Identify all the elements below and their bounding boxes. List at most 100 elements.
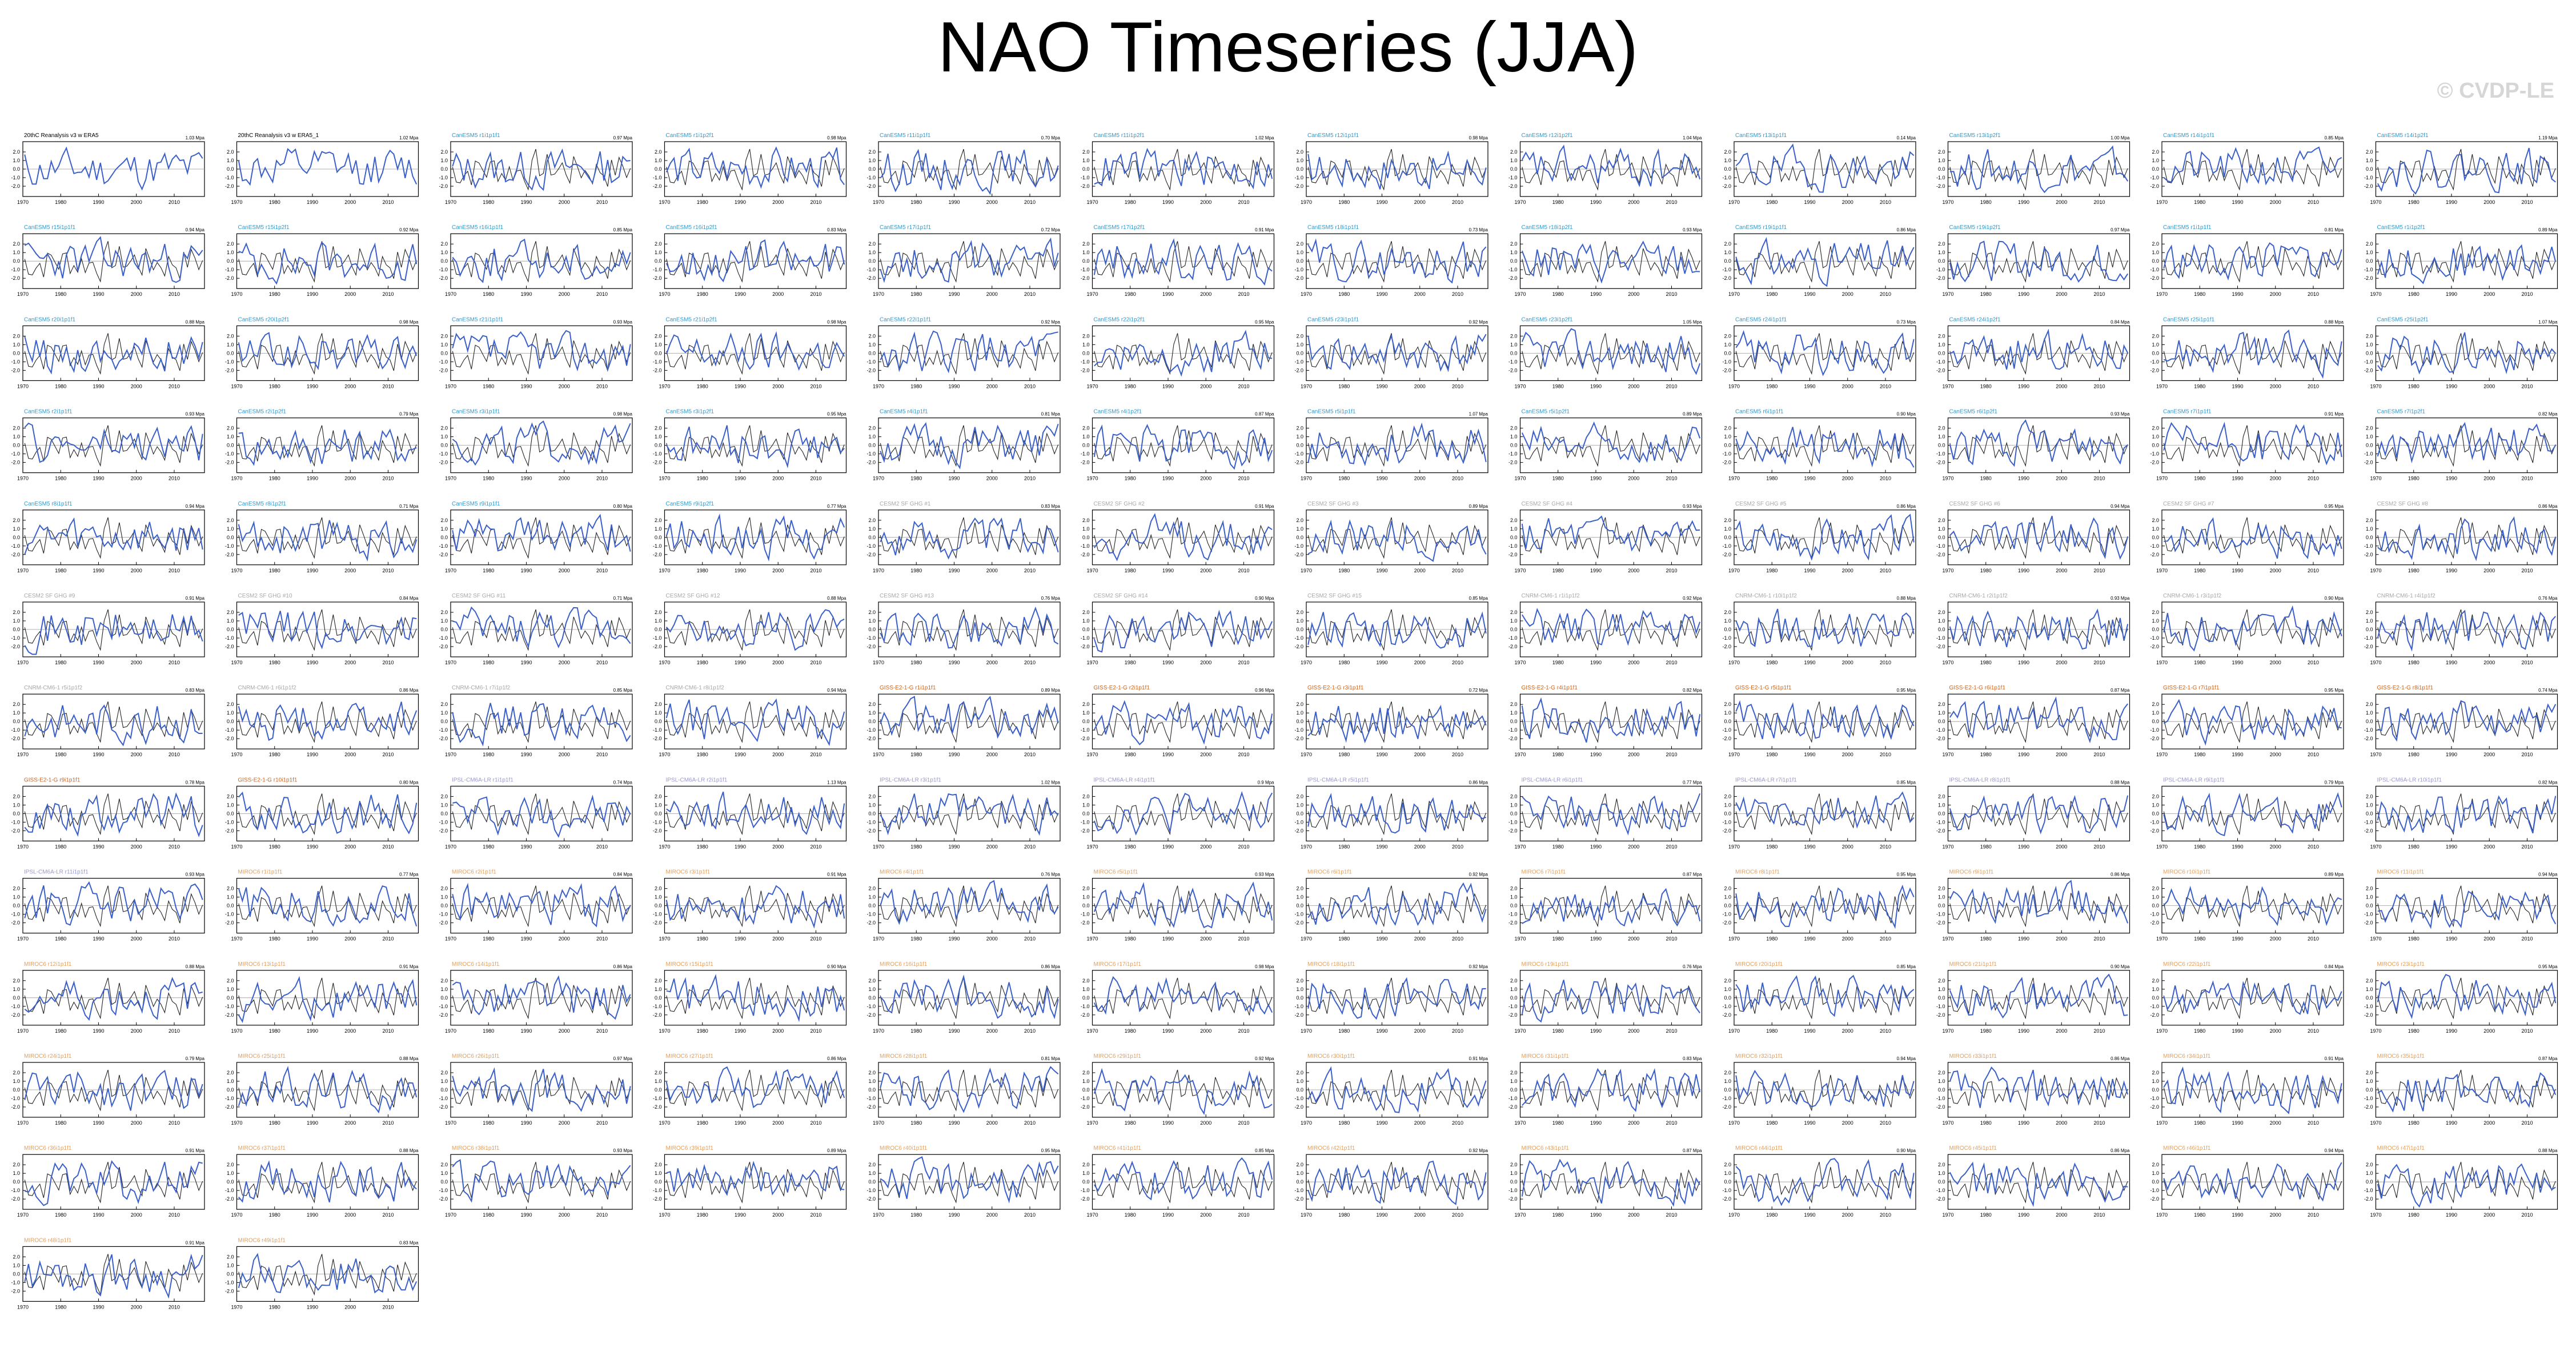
y-tick-label: -1.0 (1081, 819, 1090, 825)
x-tick-label: 1990 (948, 936, 960, 942)
y-tick-label: 2.0 (440, 241, 448, 247)
y-tick-label: 2.0 (655, 701, 662, 707)
panel-stat: 0.92 Mpa (1469, 1148, 1488, 1153)
x-tick-label: 1990 (93, 199, 104, 205)
y-tick-label: -2.0 (1936, 1104, 1945, 1110)
x-tick-label: 1980 (910, 1028, 922, 1034)
model-series-line (1521, 240, 1700, 284)
x-tick-label: 1980 (2408, 1120, 2419, 1126)
x-tick-label: 1990 (520, 1028, 532, 1034)
x-tick-label: 1990 (93, 936, 104, 942)
model-series-line (2377, 244, 2557, 284)
obs-series-line (880, 149, 1059, 191)
x-tick-label: 1970 (2156, 383, 2168, 389)
model-series-line (1307, 977, 1486, 1020)
x-tick-label: 2010 (1024, 660, 1036, 665)
y-tick-label: 2.0 (868, 149, 876, 155)
y-tick-label: 1.0 (1724, 894, 1731, 900)
x-tick-label: 2000 (772, 291, 784, 297)
y-tick-label: -2.0 (1081, 552, 1090, 557)
x-tick-label: 1980 (1552, 383, 1564, 389)
x-tick-label: 2000 (986, 936, 998, 942)
y-tick-label: 0.0 (655, 166, 662, 172)
y-tick-label: 1.0 (655, 894, 662, 900)
y-tick-label: -1.0 (1081, 727, 1090, 733)
y-tick-label: 0.0 (868, 258, 876, 264)
y-tick-label: -1.0 (866, 635, 876, 641)
obs-series-line (880, 333, 1059, 375)
y-tick-label: 1.0 (227, 342, 234, 347)
model-series-line (2163, 980, 2342, 1015)
x-tick-label: 1970 (2156, 476, 2168, 482)
y-tick-label: 1.0 (1510, 618, 1518, 624)
x-tick-label: 2000 (2270, 936, 2281, 942)
model-series-line (1093, 1157, 1273, 1201)
y-tick-label: 2.0 (2152, 793, 2159, 799)
panel-label: CESM2 SF GHG #4 (1522, 501, 1573, 507)
y-tick-label: 2.0 (13, 609, 20, 615)
y-tick-label: 0.0 (2152, 995, 2159, 1001)
model-series-line (238, 701, 418, 741)
model-series-line (1307, 422, 1487, 467)
obs-series-line (452, 609, 631, 651)
x-tick-label: 2000 (559, 1028, 570, 1034)
x-tick-label: 2010 (2521, 568, 2533, 573)
x-tick-label: 2000 (1200, 1028, 1211, 1034)
y-tick-label: -2.0 (1081, 460, 1090, 466)
panel-stat: 0.88 Mpa (2325, 319, 2344, 324)
x-tick-label: 2010 (168, 752, 180, 757)
x-tick-label: 1980 (2194, 936, 2205, 942)
y-tick-label: -2.0 (1936, 644, 1945, 649)
y-tick-label: -2.0 (1722, 275, 1731, 281)
x-tick-label: 2010 (1666, 1028, 1677, 1034)
y-tick-label: 2.0 (1082, 517, 1090, 523)
model-series-line (1093, 881, 1273, 929)
y-tick-label: 1.0 (2366, 1170, 2373, 1176)
model-series-line (2377, 1072, 2557, 1113)
y-tick-label: 2.0 (13, 793, 20, 799)
obs-series-line (1522, 1162, 1700, 1203)
model-series-line (24, 881, 203, 926)
panel-stat: 0.93 Mpa (1683, 504, 1702, 509)
y-tick-label: 1.0 (227, 158, 234, 163)
x-tick-label: 2000 (1414, 291, 1426, 297)
y-tick-label: -1.0 (2150, 635, 2159, 641)
x-tick-label: 1970 (1086, 568, 1098, 573)
y-tick-label: 1.0 (440, 1078, 448, 1084)
x-tick-label: 1990 (307, 199, 318, 205)
y-tick-label: 2.0 (227, 1070, 234, 1076)
y-tick-label: -1.0 (866, 1187, 876, 1193)
y-tick-label: -1.0 (653, 451, 662, 457)
x-tick-label: 1970 (873, 936, 884, 942)
y-tick-label: 0.0 (868, 535, 876, 540)
x-tick-label: 2010 (1452, 1212, 1463, 1218)
y-tick-label: 1.0 (2366, 434, 2373, 440)
x-tick-label: 1980 (1125, 1028, 1136, 1034)
y-tick-label: 2.0 (1510, 241, 1518, 247)
y-tick-label: 1.0 (2366, 894, 2373, 900)
panel-stat: 0.82 Mpa (2538, 412, 2558, 417)
y-tick-label: 1.0 (13, 342, 20, 347)
x-tick-label: 1970 (445, 291, 456, 297)
x-tick-label: 2010 (2093, 660, 2105, 665)
panel-label: CanESM5 r24i1p2f1 (1949, 316, 2001, 323)
x-tick-label: 2010 (1238, 1028, 1249, 1034)
x-tick-label: 1970 (231, 1304, 242, 1310)
x-tick-label: 2000 (2270, 1212, 2281, 1218)
x-tick-label: 1990 (2232, 568, 2243, 573)
obs-series-line (1307, 241, 1487, 283)
y-tick-label: -2.0 (2364, 1104, 2373, 1110)
x-tick-label: 1980 (910, 476, 922, 482)
x-tick-label: 1970 (1086, 1120, 1098, 1126)
panel-label: GISS-E2-1-G r10i1p1f1 (238, 777, 298, 783)
panel-label: CanESM5 r2i1p1f1 (24, 409, 73, 415)
x-tick-label: 2000 (986, 752, 998, 757)
x-tick-label: 1970 (2156, 1120, 2168, 1126)
